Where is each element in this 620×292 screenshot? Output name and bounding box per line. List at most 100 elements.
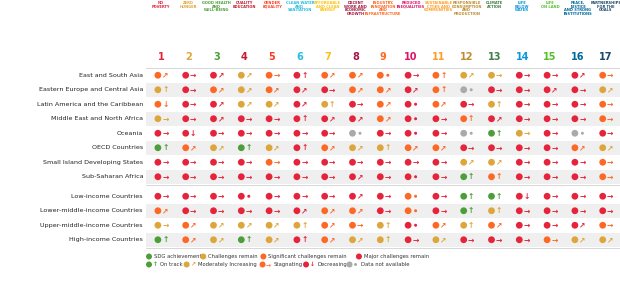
Text: ↗: ↗ (357, 85, 363, 94)
Text: ↗: ↗ (440, 221, 446, 230)
Text: →: → (440, 206, 446, 215)
Text: ↑: ↑ (468, 221, 474, 230)
Circle shape (260, 253, 267, 260)
Circle shape (516, 222, 523, 229)
Text: →: → (468, 143, 474, 152)
Text: →: → (468, 100, 474, 109)
Text: ↗: ↗ (273, 235, 280, 244)
Text: High-income Countries: High-income Countries (69, 237, 143, 242)
Circle shape (544, 207, 551, 214)
Text: →: → (607, 100, 613, 109)
Text: ↗: ↗ (579, 221, 585, 230)
Circle shape (544, 72, 551, 79)
Text: ↗: ↗ (440, 100, 446, 109)
Text: 12: 12 (460, 52, 474, 62)
Circle shape (414, 175, 417, 178)
Text: ↗: ↗ (412, 85, 418, 94)
Text: →: → (551, 129, 558, 138)
Text: →: → (384, 129, 391, 138)
Circle shape (321, 193, 328, 200)
Circle shape (433, 130, 440, 137)
Circle shape (154, 115, 161, 122)
Circle shape (600, 86, 606, 93)
Circle shape (238, 86, 245, 93)
Text: COMMUNITIES: COMMUNITIES (424, 8, 453, 12)
Text: GOOD HEALTH: GOOD HEALTH (202, 1, 231, 5)
Text: 13: 13 (488, 52, 501, 62)
Text: →: → (273, 71, 280, 80)
Circle shape (154, 222, 161, 229)
Circle shape (460, 101, 467, 108)
Text: ↗: ↗ (384, 100, 391, 109)
Text: →: → (579, 100, 585, 109)
Circle shape (377, 159, 384, 166)
Circle shape (146, 262, 152, 267)
Text: ↗: ↗ (329, 114, 335, 123)
Circle shape (154, 159, 161, 166)
Text: →: → (218, 192, 224, 201)
Text: ↑: ↑ (162, 85, 169, 94)
Circle shape (488, 159, 495, 166)
Circle shape (460, 72, 467, 79)
Text: →: → (190, 100, 197, 109)
Circle shape (405, 207, 412, 214)
Circle shape (238, 236, 245, 243)
Circle shape (488, 193, 495, 200)
Text: →: → (496, 235, 502, 244)
Text: ↑: ↑ (301, 114, 308, 123)
Text: ↑: ↑ (468, 114, 474, 123)
Text: INSTITUTIONS: INSTITUTIONS (564, 12, 592, 16)
Circle shape (154, 207, 161, 214)
Circle shape (460, 144, 467, 151)
Text: →: → (496, 85, 502, 94)
Circle shape (293, 159, 300, 166)
Text: ↗: ↗ (246, 71, 252, 80)
Text: →: → (384, 206, 391, 215)
Text: →: → (273, 129, 280, 138)
Circle shape (460, 159, 467, 166)
Text: ↓: ↓ (162, 100, 169, 109)
Text: ↗: ↗ (190, 262, 195, 267)
Circle shape (488, 144, 495, 151)
Circle shape (266, 207, 273, 214)
Text: →: → (329, 85, 335, 94)
Text: CLEAN WATER: CLEAN WATER (286, 1, 314, 5)
Text: ↗: ↗ (162, 71, 169, 80)
Text: →: → (329, 129, 335, 138)
Text: →: → (301, 158, 308, 167)
Text: →: → (162, 192, 169, 201)
Circle shape (210, 193, 217, 200)
Circle shape (572, 236, 578, 243)
Text: PARTNERSHIPS: PARTNERSHIPS (590, 1, 620, 5)
Text: →: → (440, 114, 446, 123)
Text: ↗: ↗ (357, 114, 363, 123)
Bar (146, 97, 620, 112)
Text: →: → (357, 158, 363, 167)
Circle shape (182, 236, 189, 243)
Circle shape (488, 236, 495, 243)
Circle shape (321, 144, 328, 151)
Circle shape (544, 236, 551, 243)
Text: ↗: ↗ (496, 114, 502, 123)
Text: 11: 11 (432, 52, 446, 62)
Text: Significant challenges remain: Significant challenges remain (268, 254, 347, 259)
Circle shape (321, 101, 328, 108)
Text: →: → (384, 158, 391, 167)
Circle shape (414, 195, 417, 198)
Text: ↗: ↗ (329, 71, 335, 80)
Text: Data not available: Data not available (361, 262, 409, 267)
Text: →: → (440, 172, 446, 181)
Text: 15: 15 (543, 52, 557, 62)
Text: →: → (551, 172, 558, 181)
Text: ↗: ↗ (301, 85, 308, 94)
Text: →: → (607, 114, 613, 123)
Text: ↑: ↑ (496, 172, 502, 181)
Circle shape (266, 115, 273, 122)
Circle shape (460, 86, 467, 93)
Circle shape (414, 117, 417, 120)
Text: CITIES AND: CITIES AND (427, 5, 450, 8)
Text: ↗: ↗ (218, 143, 224, 152)
Circle shape (516, 72, 523, 79)
Circle shape (266, 144, 273, 151)
Bar (146, 112, 620, 126)
